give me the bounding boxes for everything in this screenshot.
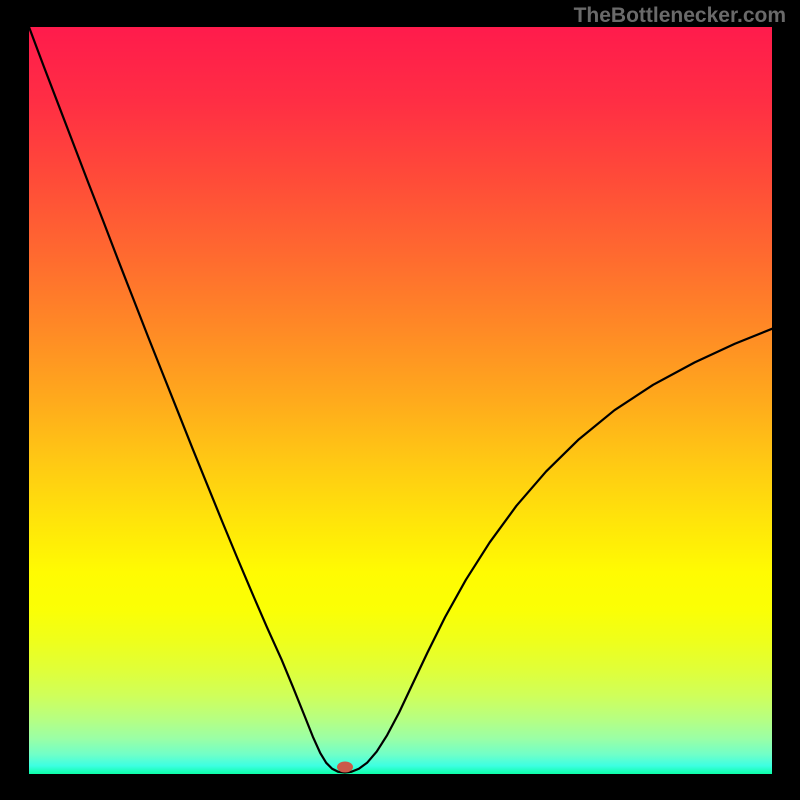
plot-area xyxy=(29,27,772,774)
bottleneck-curve xyxy=(29,27,772,774)
optimum-marker xyxy=(337,762,353,773)
watermark-text: TheBottlenecker.com xyxy=(574,4,786,28)
curve-path xyxy=(29,27,772,773)
